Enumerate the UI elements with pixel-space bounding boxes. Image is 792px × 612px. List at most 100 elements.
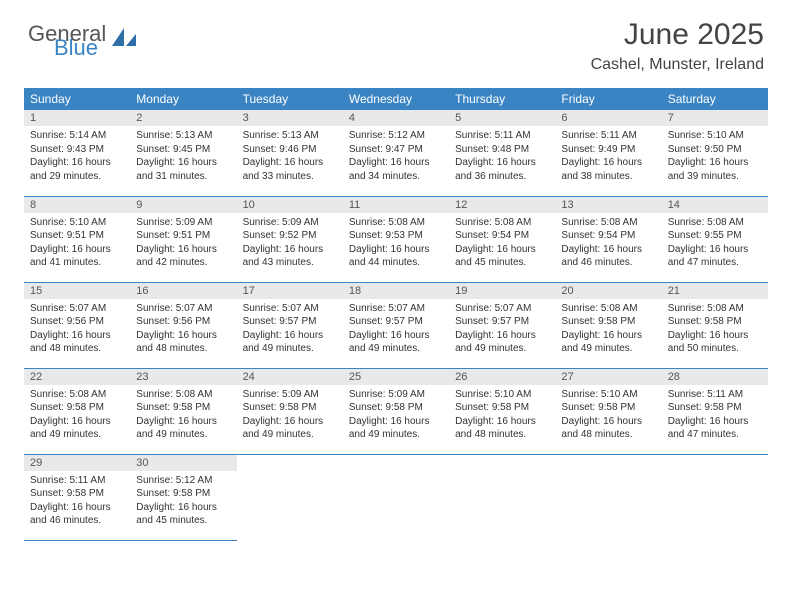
sunrise-line: Sunrise: 5:11 AM — [668, 388, 762, 402]
calendar-row: 29Sunrise: 5:11 AMSunset: 9:58 PMDayligh… — [24, 454, 768, 540]
logo: General Blue — [28, 24, 138, 58]
sunset-line: Sunset: 9:46 PM — [243, 143, 337, 157]
day-details: Sunrise: 5:09 AMSunset: 9:58 PMDaylight:… — [343, 385, 449, 445]
calendar-cell: 14Sunrise: 5:08 AMSunset: 9:55 PMDayligh… — [662, 196, 768, 282]
day-details: Sunrise: 5:09 AMSunset: 9:51 PMDaylight:… — [130, 213, 236, 273]
day-details: Sunrise: 5:10 AMSunset: 9:58 PMDaylight:… — [449, 385, 555, 445]
sunrise-line: Sunrise: 5:14 AM — [30, 129, 124, 143]
sunrise-line: Sunrise: 5:10 AM — [455, 388, 549, 402]
sunset-line: Sunset: 9:58 PM — [668, 315, 762, 329]
day-details: Sunrise: 5:10 AMSunset: 9:50 PMDaylight:… — [662, 126, 768, 186]
sunrise-line: Sunrise: 5:12 AM — [349, 129, 443, 143]
sunset-line: Sunset: 9:58 PM — [349, 401, 443, 415]
calendar-cell: 29Sunrise: 5:11 AMSunset: 9:58 PMDayligh… — [24, 454, 130, 540]
weekday-header: Sunday — [24, 88, 130, 110]
day-details: Sunrise: 5:08 AMSunset: 9:58 PMDaylight:… — [555, 299, 661, 359]
sunset-line: Sunset: 9:54 PM — [561, 229, 655, 243]
daylight-line: Daylight: 16 hours and 50 minutes. — [668, 329, 762, 356]
day-number: 7 — [662, 110, 768, 126]
title-block: June 2025 Cashel, Munster, Ireland — [591, 18, 764, 74]
sunrise-line: Sunrise: 5:07 AM — [349, 302, 443, 316]
sunrise-line: Sunrise: 5:07 AM — [243, 302, 337, 316]
sunset-line: Sunset: 9:43 PM — [30, 143, 124, 157]
calendar-cell: 13Sunrise: 5:08 AMSunset: 9:54 PMDayligh… — [555, 196, 661, 282]
weekday-header: Tuesday — [237, 88, 343, 110]
calendar-cell: 24Sunrise: 5:09 AMSunset: 9:58 PMDayligh… — [237, 368, 343, 454]
sunset-line: Sunset: 9:58 PM — [455, 401, 549, 415]
day-number: 15 — [24, 283, 130, 299]
sunset-line: Sunset: 9:58 PM — [136, 487, 230, 501]
sunset-line: Sunset: 9:51 PM — [30, 229, 124, 243]
day-number: 22 — [24, 369, 130, 385]
daylight-line: Daylight: 16 hours and 49 minutes. — [243, 329, 337, 356]
calendar-cell: 25Sunrise: 5:09 AMSunset: 9:58 PMDayligh… — [343, 368, 449, 454]
location: Cashel, Munster, Ireland — [591, 56, 764, 74]
daylight-line: Daylight: 16 hours and 47 minutes. — [668, 415, 762, 442]
sunrise-line: Sunrise: 5:10 AM — [561, 388, 655, 402]
calendar-cell: 22Sunrise: 5:08 AMSunset: 9:58 PMDayligh… — [24, 368, 130, 454]
calendar-cell — [662, 454, 768, 540]
calendar-cell: 3Sunrise: 5:13 AMSunset: 9:46 PMDaylight… — [237, 110, 343, 196]
day-details: Sunrise: 5:07 AMSunset: 9:56 PMDaylight:… — [24, 299, 130, 359]
daylight-line: Daylight: 16 hours and 36 minutes. — [455, 156, 549, 183]
sunrise-line: Sunrise: 5:08 AM — [136, 388, 230, 402]
calendar-row: 8Sunrise: 5:10 AMSunset: 9:51 PMDaylight… — [24, 196, 768, 282]
sunrise-line: Sunrise: 5:11 AM — [561, 129, 655, 143]
day-number: 12 — [449, 197, 555, 213]
day-number: 25 — [343, 369, 449, 385]
logo-sail-icon — [110, 26, 138, 55]
sunset-line: Sunset: 9:53 PM — [349, 229, 443, 243]
calendar-cell: 2Sunrise: 5:13 AMSunset: 9:45 PMDaylight… — [130, 110, 236, 196]
calendar-cell — [343, 454, 449, 540]
day-details: Sunrise: 5:13 AMSunset: 9:46 PMDaylight:… — [237, 126, 343, 186]
calendar-cell: 4Sunrise: 5:12 AMSunset: 9:47 PMDaylight… — [343, 110, 449, 196]
day-details: Sunrise: 5:09 AMSunset: 9:58 PMDaylight:… — [237, 385, 343, 445]
sunset-line: Sunset: 9:48 PM — [455, 143, 549, 157]
day-details: Sunrise: 5:08 AMSunset: 9:54 PMDaylight:… — [555, 213, 661, 273]
sunset-line: Sunset: 9:58 PM — [136, 401, 230, 415]
sunset-line: Sunset: 9:54 PM — [455, 229, 549, 243]
daylight-line: Daylight: 16 hours and 44 minutes. — [349, 243, 443, 270]
calendar-row: 22Sunrise: 5:08 AMSunset: 9:58 PMDayligh… — [24, 368, 768, 454]
calendar-row: 15Sunrise: 5:07 AMSunset: 9:56 PMDayligh… — [24, 282, 768, 368]
daylight-line: Daylight: 16 hours and 46 minutes. — [561, 243, 655, 270]
daylight-line: Daylight: 16 hours and 49 minutes. — [455, 329, 549, 356]
daylight-line: Daylight: 16 hours and 43 minutes. — [243, 243, 337, 270]
day-number: 23 — [130, 369, 236, 385]
sunset-line: Sunset: 9:58 PM — [30, 401, 124, 415]
sunrise-line: Sunrise: 5:08 AM — [349, 216, 443, 230]
daylight-line: Daylight: 16 hours and 38 minutes. — [561, 156, 655, 183]
sunset-line: Sunset: 9:52 PM — [243, 229, 337, 243]
sunrise-line: Sunrise: 5:09 AM — [243, 216, 337, 230]
sunrise-line: Sunrise: 5:08 AM — [668, 216, 762, 230]
calendar-cell: 16Sunrise: 5:07 AMSunset: 9:56 PMDayligh… — [130, 282, 236, 368]
day-details: Sunrise: 5:10 AMSunset: 9:51 PMDaylight:… — [24, 213, 130, 273]
sunrise-line: Sunrise: 5:07 AM — [136, 302, 230, 316]
daylight-line: Daylight: 16 hours and 48 minutes. — [455, 415, 549, 442]
calendar-cell: 30Sunrise: 5:12 AMSunset: 9:58 PMDayligh… — [130, 454, 236, 540]
daylight-line: Daylight: 16 hours and 49 minutes. — [561, 329, 655, 356]
day-number: 4 — [343, 110, 449, 126]
calendar-cell: 11Sunrise: 5:08 AMSunset: 9:53 PMDayligh… — [343, 196, 449, 282]
day-number: 9 — [130, 197, 236, 213]
day-details: Sunrise: 5:07 AMSunset: 9:57 PMDaylight:… — [237, 299, 343, 359]
daylight-line: Daylight: 16 hours and 45 minutes. — [136, 501, 230, 528]
calendar-cell: 12Sunrise: 5:08 AMSunset: 9:54 PMDayligh… — [449, 196, 555, 282]
day-details: Sunrise: 5:10 AMSunset: 9:58 PMDaylight:… — [555, 385, 661, 445]
sunset-line: Sunset: 9:58 PM — [243, 401, 337, 415]
daylight-line: Daylight: 16 hours and 49 minutes. — [349, 415, 443, 442]
sunrise-line: Sunrise: 5:08 AM — [668, 302, 762, 316]
day-number: 16 — [130, 283, 236, 299]
sunset-line: Sunset: 9:56 PM — [136, 315, 230, 329]
day-number: 8 — [24, 197, 130, 213]
month-title: June 2025 — [591, 18, 764, 52]
calendar-cell: 21Sunrise: 5:08 AMSunset: 9:58 PMDayligh… — [662, 282, 768, 368]
sunrise-line: Sunrise: 5:08 AM — [30, 388, 124, 402]
day-number: 29 — [24, 455, 130, 471]
day-details: Sunrise: 5:11 AMSunset: 9:48 PMDaylight:… — [449, 126, 555, 186]
weekday-header: Thursday — [449, 88, 555, 110]
sunrise-line: Sunrise: 5:09 AM — [349, 388, 443, 402]
calendar-cell: 26Sunrise: 5:10 AMSunset: 9:58 PMDayligh… — [449, 368, 555, 454]
daylight-line: Daylight: 16 hours and 41 minutes. — [30, 243, 124, 270]
header: General Blue June 2025 Cashel, Munster, … — [0, 0, 792, 80]
